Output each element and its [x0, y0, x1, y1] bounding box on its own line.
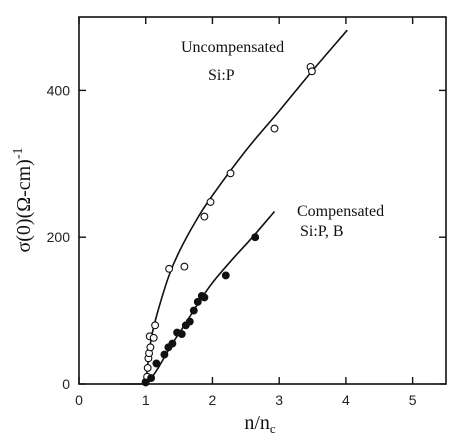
data-point-compensated [221, 271, 230, 280]
data-point-compensated [200, 293, 209, 302]
data-point-uncompensated [143, 363, 152, 372]
data-point-compensated [141, 378, 150, 387]
data-point-uncompensated [146, 343, 155, 352]
data-point-uncompensated [151, 321, 160, 330]
x-tick-label: 2 [209, 392, 217, 408]
annotation-compensated-line2: Si:P, B [300, 223, 344, 240]
data-point-uncompensated [149, 333, 158, 342]
annotation-uncompensated-line1: Uncompensated [181, 39, 284, 56]
tick-marks [78, 17, 446, 385]
data-point-compensated [189, 306, 198, 315]
y-axis-label-main: σ(0)(Ω-cm) [13, 159, 35, 252]
data-point-uncompensated [200, 212, 209, 221]
data-point-uncompensated [206, 198, 215, 206]
x-axis-label: n/nc [244, 412, 276, 436]
data-point-uncompensated [165, 264, 174, 273]
data-point-compensated [160, 350, 169, 359]
x-tick-label: 4 [342, 392, 350, 408]
y-tick-label: 200 [47, 229, 71, 245]
data-point-uncompensated [307, 67, 316, 76]
plot-frame [78, 16, 447, 385]
data-point-uncompensated [226, 169, 235, 178]
x-tick-label: 0 [75, 392, 83, 408]
data-point-compensated [177, 330, 186, 339]
data-point-compensated [152, 359, 161, 368]
data-point-compensated [168, 339, 177, 348]
y-tick-label: 0 [62, 376, 70, 392]
data-point-compensated [147, 374, 156, 383]
data-point-compensated [185, 317, 194, 326]
x-tick-label: 5 [409, 392, 417, 408]
y-tick-label: 400 [47, 82, 71, 98]
data-points [141, 62, 316, 387]
annotation-uncompensated-line2: Si:P [208, 67, 235, 84]
data-point-uncompensated [270, 124, 279, 133]
x-axis-label-main: n/n [244, 412, 270, 434]
y-axis-label: σ(0)(Ω-cm)-1 [11, 147, 35, 252]
data-point-uncompensated [180, 262, 189, 271]
x-axis-label-sub: c [270, 421, 276, 436]
tick-labels: 0 1 2 3 4 5 0 200 400 [47, 82, 417, 408]
x-tick-label: 3 [275, 392, 283, 408]
data-point-compensated [251, 233, 260, 242]
annotation-compensated-line1: Compensated [297, 203, 384, 220]
y-axis-label-sup: -1 [11, 147, 26, 159]
data-point-compensated [193, 297, 202, 306]
x-tick-label: 1 [142, 392, 150, 408]
